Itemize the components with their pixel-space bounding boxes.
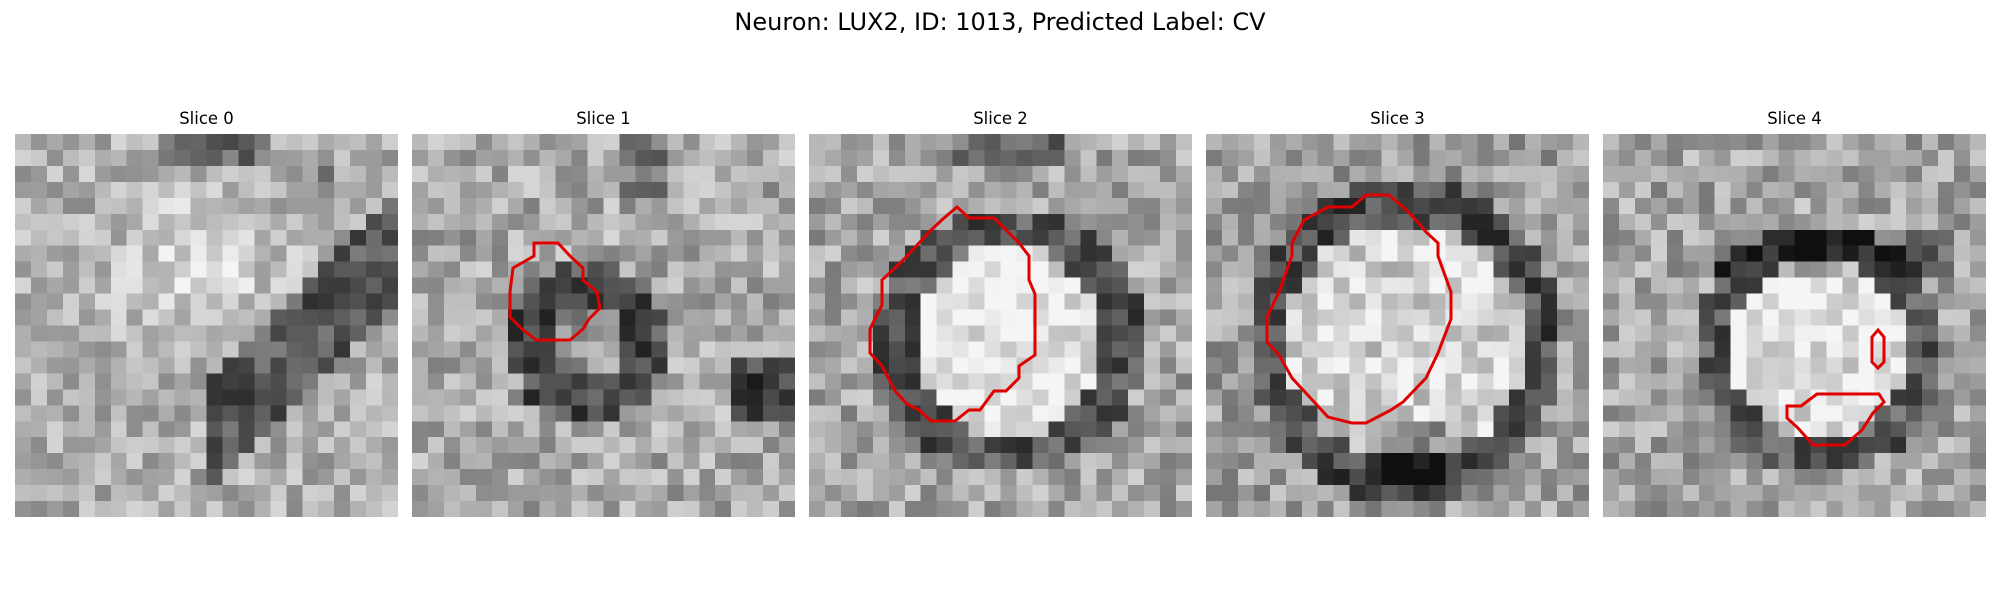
slice-panel-1: Slice 1 bbox=[412, 108, 795, 517]
slice-title-4: Slice 4 bbox=[1767, 109, 1822, 128]
slice-image-1 bbox=[412, 134, 795, 517]
slice-title-2: Slice 2 bbox=[973, 109, 1028, 128]
slice-image-2 bbox=[809, 134, 1192, 517]
slice-panel-0: Slice 0 bbox=[15, 108, 398, 517]
slice-title-1: Slice 1 bbox=[576, 109, 631, 128]
slice-image-4 bbox=[1603, 134, 1986, 517]
slice-title-0: Slice 0 bbox=[179, 109, 234, 128]
slice-panel-2: Slice 2 bbox=[809, 108, 1192, 517]
slice-title-3: Slice 3 bbox=[1370, 109, 1425, 128]
slice-panel-3: Slice 3 bbox=[1206, 108, 1589, 517]
slice-panel-4: Slice 4 bbox=[1603, 108, 1986, 517]
figure-title: Neuron: LUX2, ID: 1013, Predicted Label:… bbox=[734, 8, 1266, 36]
slice-image-0 bbox=[15, 134, 398, 517]
slice-image-3 bbox=[1206, 134, 1589, 517]
